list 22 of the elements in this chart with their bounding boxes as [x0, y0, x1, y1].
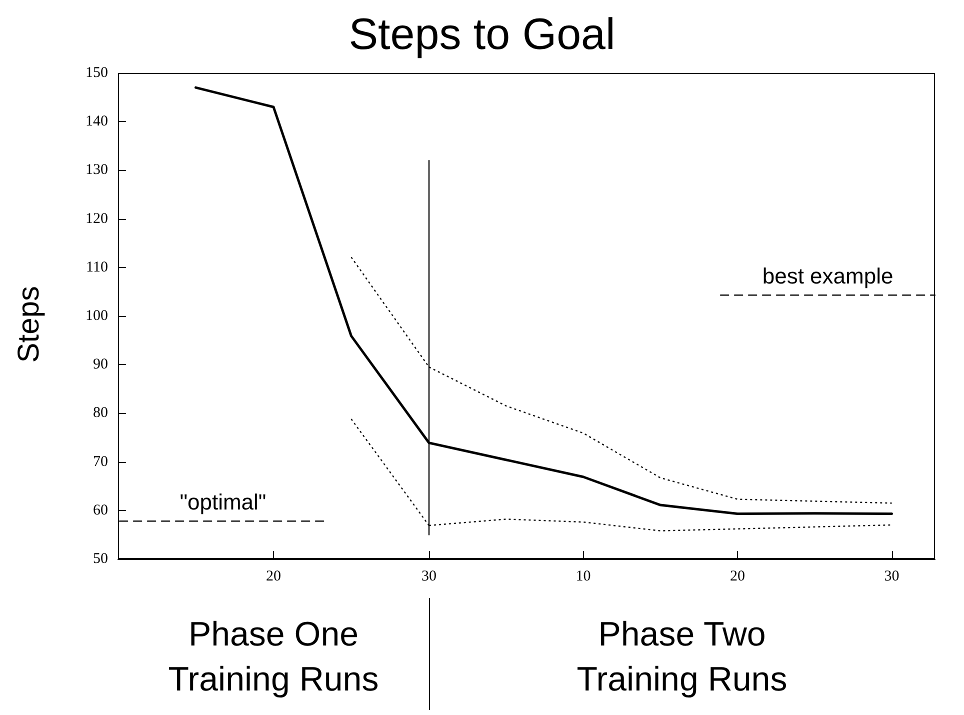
y-tick-label: 100 — [86, 308, 108, 324]
x-tick-label: 20 — [266, 568, 281, 584]
y-tick-label: 60 — [93, 502, 108, 518]
y-axis-title: Steps — [12, 286, 46, 363]
y-tick-label: 90 — [93, 356, 108, 373]
x-axis-title: Phase Two Training Runs — [576, 616, 788, 698]
y-tick-label: 140 — [86, 114, 108, 130]
series-label: best example — [762, 264, 894, 289]
x-tick-label: 30 — [422, 568, 436, 584]
y-tick-label: 130 — [86, 162, 108, 178]
x-tick-label: 30 — [884, 568, 900, 584]
chart-title: Steps to Goal — [348, 10, 616, 60]
y-tick-label: 50 — [93, 551, 108, 567]
y-tick-label: 120 — [86, 210, 108, 227]
x-axis-title: Phase One Training Runs — [168, 616, 379, 698]
y-tick-label: 150 — [86, 65, 108, 81]
y-tick-label: 80 — [93, 405, 108, 422]
y-tick-label: 70 — [93, 454, 108, 470]
y-tick-label: 110 — [86, 259, 108, 276]
x-tick-label: 10 — [576, 568, 591, 584]
x-tick-label: 20 — [730, 568, 746, 584]
series-label: "optimal" — [180, 490, 266, 515]
